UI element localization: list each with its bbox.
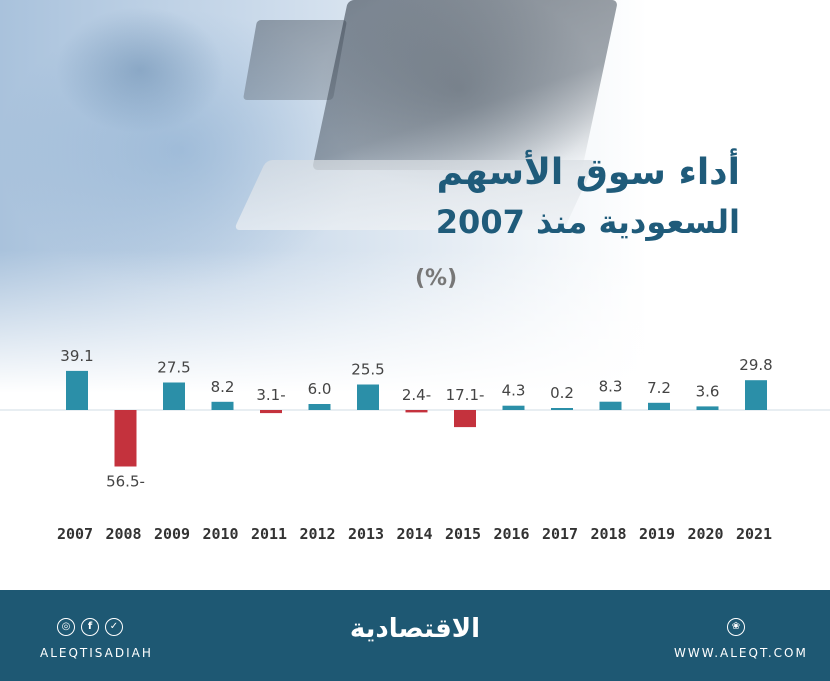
value-label-2012: 6.0	[308, 380, 332, 398]
bar-2008	[114, 410, 137, 467]
tick-label-2015: 2015	[445, 525, 481, 543]
bar-2017	[551, 408, 573, 410]
tick-label-2017: 2017	[542, 525, 578, 543]
bar-2007	[66, 370, 88, 410]
bar-2014	[405, 410, 428, 413]
tick-label-2020: 2020	[687, 525, 723, 543]
value-label-2017: 0.2	[550, 384, 574, 402]
tick-label-2019: 2019	[639, 525, 675, 543]
value-label-2007: 39.1	[60, 347, 93, 365]
bar-2010	[211, 401, 234, 410]
background-laptop-screen	[311, 0, 619, 170]
bar-2018	[599, 401, 622, 410]
tick-label-2011: 2011	[251, 525, 287, 543]
globe-icon[interactable]: ❀	[727, 618, 745, 636]
value-label-2021: 29.8	[739, 356, 772, 374]
tick-label-2013: 2013	[348, 525, 384, 543]
bar-2016	[502, 405, 525, 410]
value-label-2014: 2.4-	[402, 386, 431, 404]
value-label-2008: 56.5-	[106, 473, 145, 491]
bar-2021	[745, 380, 767, 410]
tick-label-2021: 2021	[736, 525, 772, 543]
value-label-2010: 8.2	[211, 378, 235, 396]
value-label-2013: 25.5	[351, 361, 384, 379]
value-label-2015: 17.1-	[446, 386, 485, 404]
value-label-2019: 7.2	[647, 379, 671, 397]
chart-title-line2: السعودية منذ 2007	[435, 203, 740, 241]
value-label-2016: 4.3	[502, 382, 526, 400]
social-handle: ALEQTISADIAH	[40, 646, 153, 660]
bar-2012	[308, 404, 331, 410]
social-icons: ◎ f ✓	[57, 618, 123, 636]
tick-label-2014: 2014	[396, 525, 432, 543]
tick-label-2016: 2016	[493, 525, 529, 543]
tick-label-2018: 2018	[590, 525, 626, 543]
value-label-2018: 8.3	[599, 378, 623, 396]
background-fade	[0, 250, 830, 400]
twitter-icon[interactable]: ✓	[105, 618, 123, 636]
chart-title-line1: أداء سوق الأسهم	[436, 152, 740, 193]
chart-unit-label: (%)	[415, 266, 458, 291]
bar-2020	[696, 406, 719, 410]
value-label-2011: 3.1-	[256, 386, 285, 404]
footer-bar	[0, 590, 830, 681]
brand-logo: الاقتصادية	[349, 614, 480, 644]
instagram-icon[interactable]: ◎	[57, 618, 75, 636]
bar-2015	[454, 410, 476, 428]
tick-label-2010: 2010	[202, 525, 238, 543]
value-label-2009: 27.5	[157, 359, 190, 377]
bar-2011	[260, 410, 282, 414]
bar-chart: 39.1 2007 56.5- 2008 27.5 2009 8.2 2010 3.1- 2011…	[0, 347, 830, 543]
bar-2013	[357, 384, 379, 410]
tick-label-2012: 2012	[299, 525, 335, 543]
tick-label-2007: 2007	[57, 525, 93, 543]
tick-label-2008: 2008	[105, 525, 141, 543]
bar-2009	[163, 382, 185, 410]
facebook-icon[interactable]: f	[81, 618, 99, 636]
tick-label-2009: 2009	[154, 525, 190, 543]
value-label-2020: 3.6	[696, 382, 720, 400]
bar-2019	[648, 402, 670, 410]
website-link[interactable]: WWW.ALEQT.COM	[674, 646, 808, 660]
